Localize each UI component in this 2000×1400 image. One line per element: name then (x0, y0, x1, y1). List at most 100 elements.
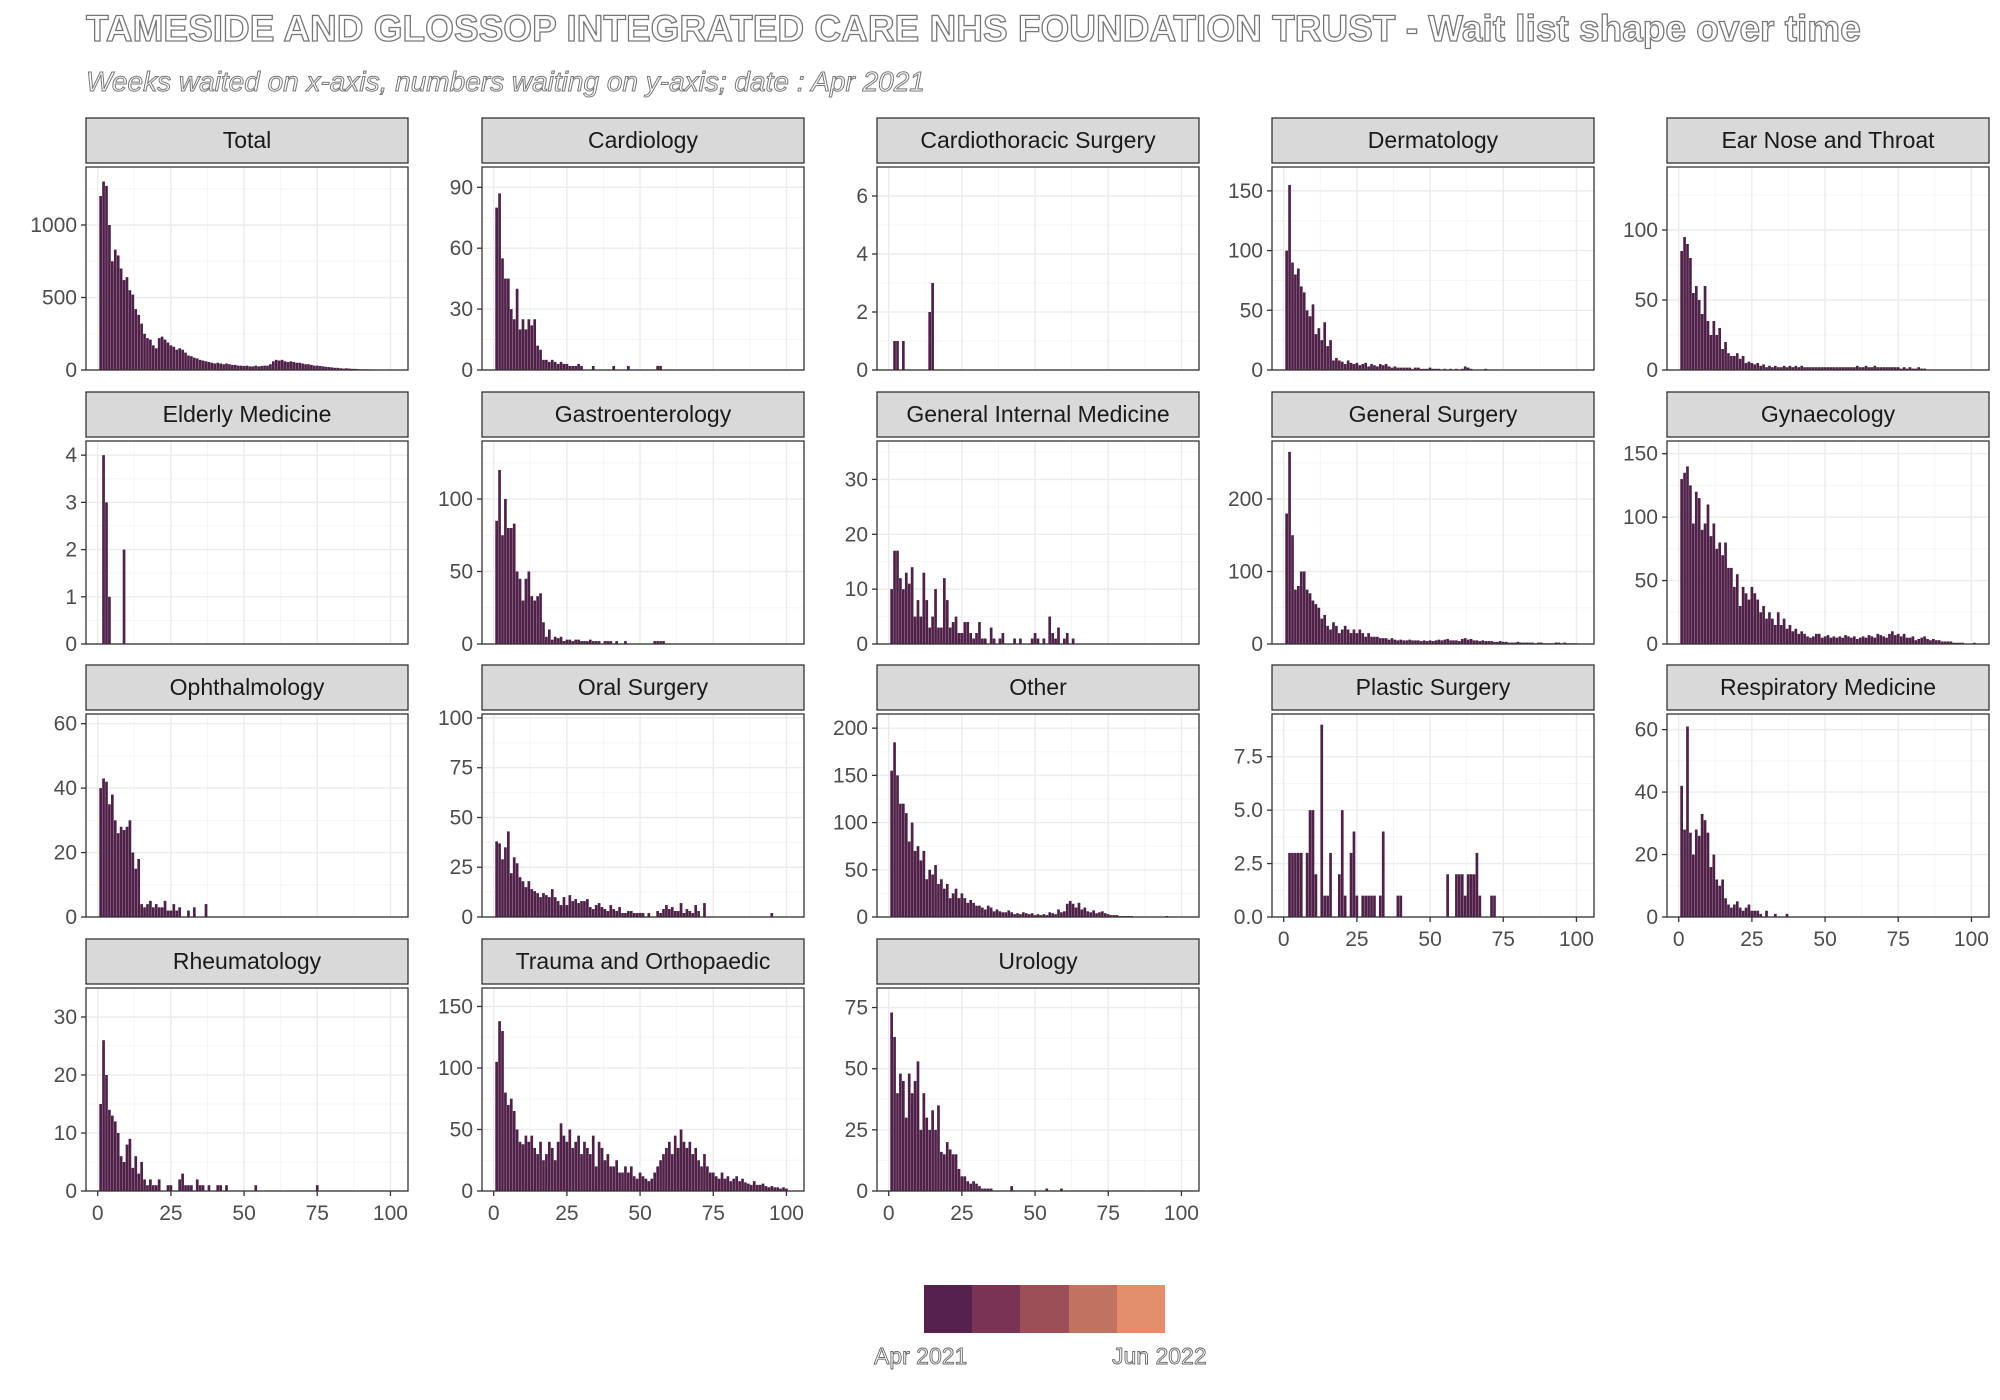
y-tick-label: 100 (1623, 219, 1658, 242)
bar-total-week-68 (295, 362, 299, 370)
bar-oral-surgery-week-57 (659, 913, 662, 917)
bar-oral-surgery-week-32 (586, 899, 589, 917)
panel-border-general-internal-medicine (876, 440, 1200, 645)
bar-total-week-10 (125, 277, 129, 370)
bar-dermatology-week-3 (1291, 262, 1294, 370)
bar-other-week-45 (1019, 914, 1022, 917)
bar-trauma-and-orthopaedic-week-46 (627, 1172, 630, 1191)
y-tick-label: 200 (1228, 488, 1263, 511)
bar-other-week-16 (934, 865, 937, 917)
bar-general-internal-medicine-week-56 (1051, 633, 1054, 644)
bar-ophthalmology-week-31 (187, 910, 190, 917)
bar-gynaecology-week-68 (1876, 633, 1880, 644)
bar-general-internal-medicine-week-38 (998, 638, 1002, 644)
bar-other-week-17 (937, 883, 940, 917)
y-tick-label: 60 (54, 713, 77, 736)
bar-general-surgery-week-37 (1390, 638, 1394, 644)
bar-oral-surgery-week-10 (521, 881, 525, 917)
bar-general-surgery-week-33 (1378, 638, 1382, 644)
bar-trauma-and-orthopaedic-week-37 (600, 1147, 604, 1191)
strip-rheumatology (85, 938, 409, 985)
bar-gynaecology-week-9 (1703, 523, 1707, 644)
y-tick-label: 1000 (30, 214, 77, 237)
bar-dermatology-week-23 (1349, 362, 1353, 370)
y-tick-label: 40 (54, 777, 77, 800)
bar-plastic-surgery-week-15 (1326, 895, 1329, 917)
x-tick-label: 0 (1278, 928, 1290, 951)
bar-general-internal-medicine-week-51 (1036, 638, 1040, 644)
bar-cardiology-week-15 (536, 345, 539, 370)
strip-label-elderly-medicine: Elderly Medicine (163, 401, 332, 427)
bar-ear-nose-and-throat-week-16 (1724, 342, 1727, 370)
bar-oral-surgery-week-46 (627, 911, 630, 917)
bar-general-surgery-week-54 (1440, 640, 1444, 644)
y-tick-label: 20 (1635, 844, 1658, 867)
bar-other-week-2 (893, 742, 896, 917)
y-tick-label: 0 (1646, 359, 1658, 382)
y-tick-label: 50 (450, 561, 473, 584)
bar-gynaecology-week-20 (1735, 574, 1739, 644)
bar-general-surgery-week-19 (1337, 633, 1341, 644)
bar-dermatology-week-12 (1317, 328, 1321, 370)
bar-dermatology-week-41 (1402, 367, 1406, 370)
bar-cardiology-week-26 (568, 365, 572, 370)
bar-other-week-31 (978, 905, 981, 917)
strip-ophthalmology (85, 664, 409, 711)
bar-dermatology-week-16 (1329, 340, 1332, 370)
strip-total (85, 117, 409, 164)
bar-urology-week-7 (907, 1073, 911, 1191)
bar-total-week-33 (192, 357, 196, 370)
bar-urology-week-19 (942, 1154, 946, 1191)
bar-cardiology-week-25 (565, 363, 569, 370)
bar-general-internal-medicine-week-16 (934, 589, 937, 644)
bar-other-week-7 (907, 841, 911, 917)
bar-trauma-and-orthopaedic-week-62 (673, 1135, 677, 1191)
bar-ear-nose-and-throat-week-4 (1689, 258, 1692, 370)
chart-subtitle: Weeks waited on x-axis, numbers waiting … (86, 66, 926, 98)
bar-ear-nose-and-throat-week-8 (1700, 314, 1704, 370)
bar-total-week-78 (324, 366, 328, 370)
bar-other-week-37 (995, 909, 999, 917)
bar-ear-nose-and-throat-week-67 (1873, 365, 1877, 370)
strip-label-ophthalmology: Ophthalmology (170, 674, 325, 700)
bar-general-internal-medicine-week-63 (1071, 638, 1075, 644)
bar-total-week-81 (333, 367, 337, 370)
bar-gastroenterology-week-31 (583, 641, 586, 644)
bar-dermatology-week-40 (1399, 367, 1403, 370)
bar-respiratory-medicine-week-33 (1773, 913, 1777, 917)
bar-trauma-and-orthopaedic-week-94 (767, 1187, 771, 1191)
bar-general-surgery-week-2 (1288, 451, 1291, 644)
bar-total-week-23 (163, 339, 167, 370)
bar-cardiology-week-20 (550, 359, 554, 370)
bar-other-week-61 (1065, 903, 1069, 917)
bar-rheumatology-week-25 (169, 1185, 173, 1191)
strip-respiratory-medicine (1666, 664, 1990, 711)
bar-total-week-6 (113, 249, 117, 370)
bar-general-surgery-week-79 (1513, 642, 1517, 644)
bar-urology-week-5 (901, 1080, 905, 1191)
bar-ophthalmology-week-11 (128, 820, 132, 917)
bar-dermatology-week-15 (1326, 346, 1329, 370)
bar-urology-week-23 (954, 1154, 958, 1191)
bar-ear-nose-and-throat-week-45 (1809, 367, 1812, 370)
bar-total-week-12 (131, 294, 135, 370)
bar-other-week-25 (960, 893, 964, 917)
bar-ophthalmology-week-15 (140, 904, 143, 917)
bar-general-internal-medicine-week-23 (954, 616, 958, 644)
strip-cardiology (481, 117, 805, 164)
bar-rheumatology-week-35 (198, 1185, 202, 1191)
bar-trauma-and-orthopaedic-week-2 (498, 1021, 501, 1191)
y-tick-label: 60 (1635, 719, 1658, 742)
bar-total-week-30 (184, 352, 187, 370)
bar-dermatology-week-42 (1405, 367, 1409, 370)
bar-gynaecology-week-61 (1855, 638, 1859, 644)
bar-plastic-surgery-week-64 (1469, 874, 1473, 917)
bar-general-internal-medicine-week-33 (983, 638, 987, 644)
bar-urology-week-6 (904, 1117, 908, 1191)
bar-urology-week-30 (975, 1183, 978, 1191)
panel-border-rheumatology (85, 987, 409, 1192)
bar-other-week-19 (942, 888, 946, 917)
bar-cardiology-week-7 (512, 319, 516, 370)
bar-total-week-69 (298, 362, 302, 370)
bar-total-week-75 (315, 365, 319, 370)
